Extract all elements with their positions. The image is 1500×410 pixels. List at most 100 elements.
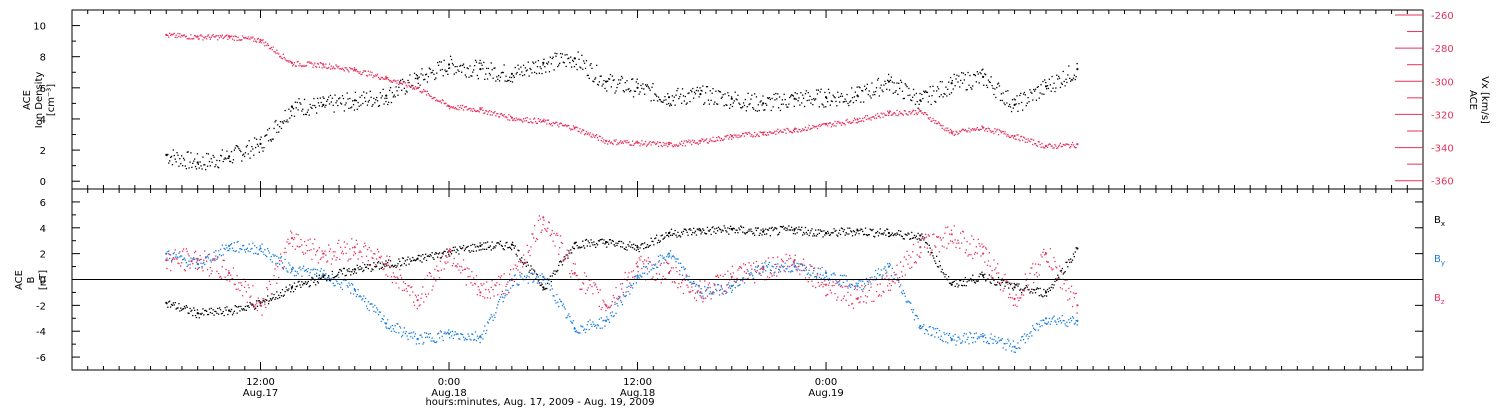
by-mark [884,266,886,268]
vx-mark [316,62,319,65]
bx-mark [237,306,239,308]
by-mark [584,331,587,334]
density-mark [351,106,353,108]
bz-mark [507,281,509,283]
density-mark [998,85,1001,87]
bz-mark [354,253,357,255]
by-mark [458,337,460,340]
density-mark [206,152,208,155]
bx-mark [841,228,844,230]
by-mark [562,303,564,305]
by-mark [537,276,539,278]
by-mark [268,252,271,254]
vx-mark [518,118,520,120]
by-mark [330,278,332,280]
vx-mark [389,80,391,82]
density-mark [873,91,875,93]
vx-mark [906,113,908,115]
vx-mark [200,34,202,36]
vx-mark [231,38,234,40]
vx-mark [960,131,962,133]
bx-mark [879,228,881,230]
by-mark [633,276,636,278]
vx-mark [854,119,856,121]
vx-mark [442,100,444,102]
by-mark [273,255,275,257]
bx-mark [705,233,707,235]
bx-mark [595,246,597,248]
bz-mark [395,282,397,284]
bx-mark [750,228,752,230]
bx-mark [873,235,875,237]
bz-mark [202,270,204,272]
bx-mark [218,307,221,309]
bx-mark [620,246,622,248]
density-mark [810,102,812,104]
vx-mark [541,120,543,123]
vx-mark [744,132,746,134]
vx-mark [612,143,614,145]
density-mark [931,95,933,97]
by-mark [397,323,399,325]
bx-mark [402,257,405,260]
density-mark [835,100,837,103]
density-mark [253,154,255,156]
by-mark [389,328,391,330]
by-mark [970,333,972,335]
by-mark [596,327,598,329]
density-mark [803,105,806,108]
density-mark [856,86,858,88]
bz-mark [533,237,535,239]
vx-mark [778,132,780,134]
by-mark [352,293,355,295]
bx-mark [976,280,978,282]
density-mark-point [573,57,576,60]
bx-mark [581,246,583,248]
bx-mark [408,263,410,265]
by-mark [653,268,655,270]
vx-mark [621,141,624,143]
vx-mark [940,125,942,127]
density-mark-point [824,96,828,99]
density-mark [400,79,402,81]
bz-mark [885,272,887,275]
bz-mark [662,275,664,277]
vx-mark [791,132,794,134]
bx-mark [740,225,742,227]
bx-mark [895,234,897,236]
vx-mark [929,116,931,119]
by-mark [712,293,714,295]
bz-mark [494,284,496,286]
vx-mark [869,117,871,119]
vx-mark [279,56,281,58]
density-mark [495,80,497,82]
by-mark [255,252,257,254]
bz-mark [214,259,216,262]
bx-mark [192,314,194,317]
vx-mark [734,134,736,136]
by-mark [803,264,806,266]
by-mark [521,273,523,275]
bz-mark [881,277,883,279]
density-mark [409,74,411,76]
by-mark [754,269,756,271]
bz-mark [456,266,458,268]
bz-mark [834,293,836,295]
bx-mark [773,228,775,230]
bx-mark [265,299,267,301]
vx-mark [956,131,958,133]
density-mark [353,109,356,111]
by-mark [242,245,244,247]
bz-mark [583,283,585,285]
bx-mark [241,308,243,310]
by-mark [1052,316,1054,319]
bx-mark [689,228,691,230]
bx-mark [304,281,307,283]
vx-mark-point [228,35,231,38]
by-mark [509,280,511,282]
bx-mark [920,239,922,241]
vx-mark [373,75,375,77]
vx-mark [857,121,859,123]
density-mark [629,90,631,93]
by-mark [995,340,997,342]
